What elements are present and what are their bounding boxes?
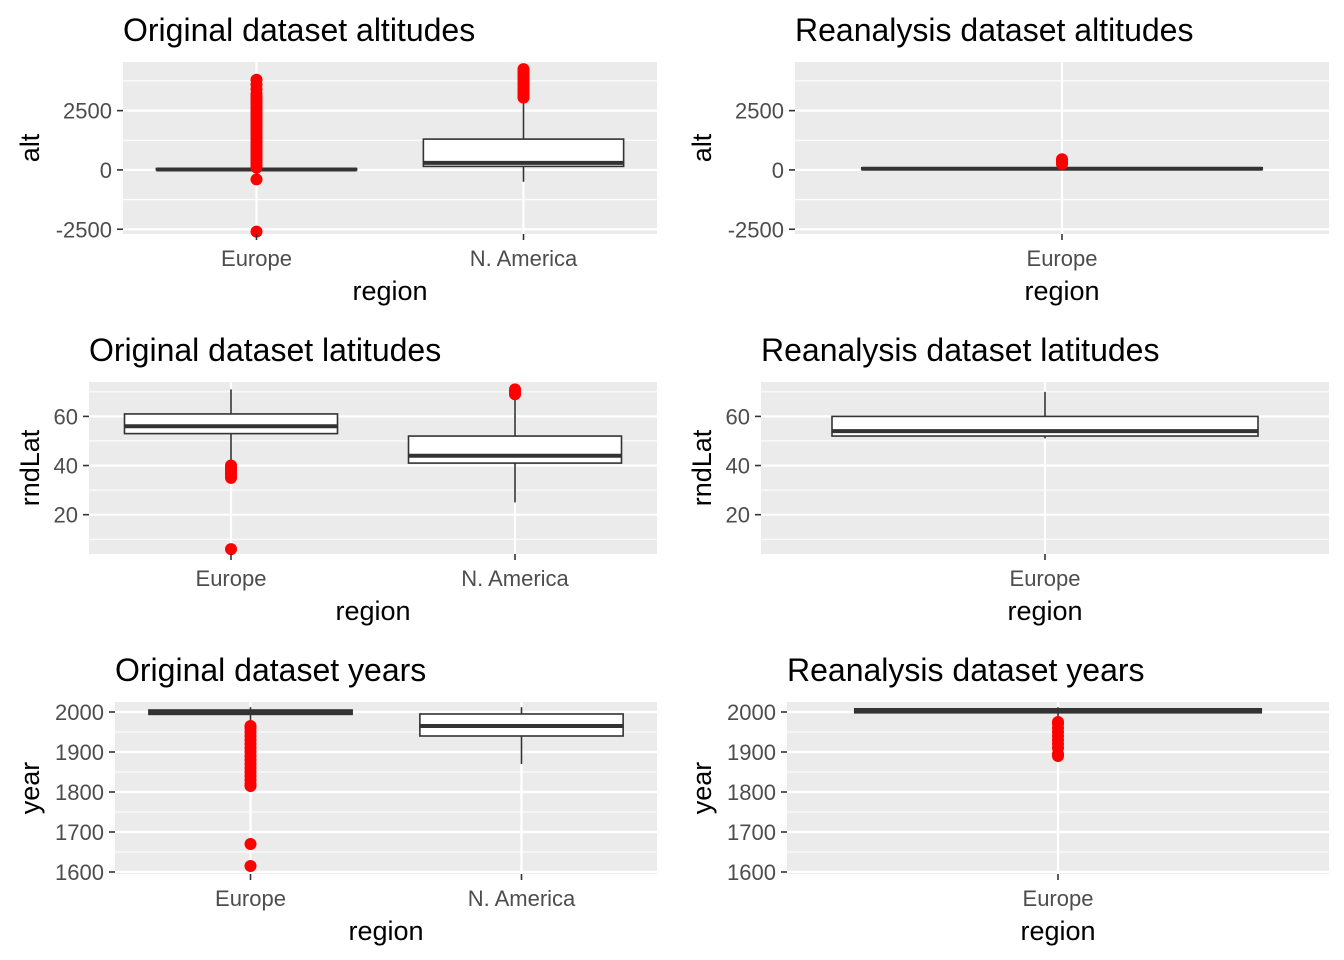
outlier-point <box>250 225 263 238</box>
panel-title: Original dataset altitudes <box>123 12 475 48</box>
y-axis-title: alt <box>687 133 717 162</box>
panel-title: Reanalysis dataset latitudes <box>761 332 1159 368</box>
outlier-point <box>1052 716 1064 728</box>
y-tick-label: 1900 <box>727 740 776 765</box>
boxplot-n-america <box>422 63 625 182</box>
y-tick-label: 1600 <box>727 860 776 885</box>
boxplot-europe <box>148 707 353 872</box>
outlier-point <box>225 543 237 556</box>
panel-title: Reanalysis dataset years <box>787 652 1145 688</box>
x-tick-label: N. America <box>461 566 569 591</box>
box <box>123 413 339 435</box>
outlier-point <box>244 838 257 850</box>
y-tick-label: 0 <box>772 158 784 183</box>
y-tick-label: 60 <box>726 404 750 429</box>
x-tick-label: Europe <box>215 886 286 911</box>
y-axis-title: year <box>15 762 45 815</box>
y-tick-label: 40 <box>54 454 78 479</box>
panel-title: Reanalysis dataset altitudes <box>795 12 1193 48</box>
x-axis-title: region <box>1007 596 1082 626</box>
y-tick-label: 2000 <box>55 700 104 725</box>
box <box>407 435 623 464</box>
outlier-point <box>1056 153 1068 166</box>
panel-background <box>89 382 657 554</box>
outlier-point <box>250 73 263 86</box>
boxplot-n-america <box>407 383 623 503</box>
y-tick-label: 1700 <box>55 820 104 845</box>
y-tick-label: 2500 <box>735 99 784 124</box>
x-tick-label: N. America <box>468 886 576 911</box>
x-axis-title: region <box>335 596 410 626</box>
y-tick-label: 40 <box>726 454 750 479</box>
outlier-point <box>250 173 263 186</box>
y-tick-label: 20 <box>54 503 78 528</box>
outlier-point <box>225 459 237 472</box>
boxplot-n-america <box>419 707 624 764</box>
boxplot-europe <box>860 153 1264 171</box>
outlier-point <box>509 383 521 396</box>
outlier-point <box>517 63 530 76</box>
y-tick-label: 60 <box>54 404 78 429</box>
x-tick-label: Europe <box>196 566 267 591</box>
y-axis-title: alt <box>15 133 45 162</box>
panel-1: -2500 0 2500 Europe N. America Original datas… <box>15 12 657 306</box>
x-tick-label: Europe <box>1027 246 1098 271</box>
y-tick-label: 1700 <box>727 820 776 845</box>
panel-5: 1600 1700 1800 1900 2000 Europe N. America Orig… <box>15 652 657 946</box>
y-tick-label: 1600 <box>55 860 104 885</box>
y-axis-title: year <box>687 762 717 815</box>
y-tick-label: -2500 <box>56 217 112 242</box>
y-tick-label: 0 <box>100 158 112 183</box>
outlier-point <box>244 720 257 732</box>
boxplot-europe <box>831 391 1259 439</box>
panel-2: -2500 0 2500 Europe Reanalysis dataset altit… <box>687 12 1329 306</box>
panel-4: 20 40 60 Europe Reanalysis dataset latitudes… <box>687 332 1329 626</box>
x-axis-title: region <box>352 276 427 306</box>
y-tick-label: 20 <box>726 503 750 528</box>
x-tick-label: N. America <box>470 246 578 271</box>
y-tick-label: 1800 <box>727 780 776 805</box>
y-axis-title: rndLat <box>15 429 45 506</box>
outlier-point <box>244 860 257 872</box>
x-axis-title: region <box>348 916 423 946</box>
x-axis-title: region <box>1024 276 1099 306</box>
x-tick-label: Europe <box>221 246 292 271</box>
panel-title: Original dataset latitudes <box>89 332 441 368</box>
boxplot-europe <box>853 707 1263 762</box>
y-tick-label: 1900 <box>55 740 104 765</box>
y-tick-label: 2500 <box>63 99 112 124</box>
y-axis-title: rndLat <box>687 429 717 506</box>
panel-title: Original dataset years <box>115 652 426 688</box>
boxplot-europe <box>155 73 358 238</box>
boxplot-europe <box>123 389 339 556</box>
x-axis-title: region <box>1020 916 1095 946</box>
x-tick-label: Europe <box>1023 886 1094 911</box>
y-tick-label: 1800 <box>55 780 104 805</box>
panel-6: 1600 1700 1800 1900 2000 Europe Reanalysis dat… <box>687 652 1329 946</box>
y-tick-label: -2500 <box>728 217 784 242</box>
x-tick-label: Europe <box>1010 566 1081 591</box>
y-tick-label: 2000 <box>727 700 776 725</box>
panel-3: 20 40 60 Europe N. America Original dataset l… <box>15 332 657 626</box>
